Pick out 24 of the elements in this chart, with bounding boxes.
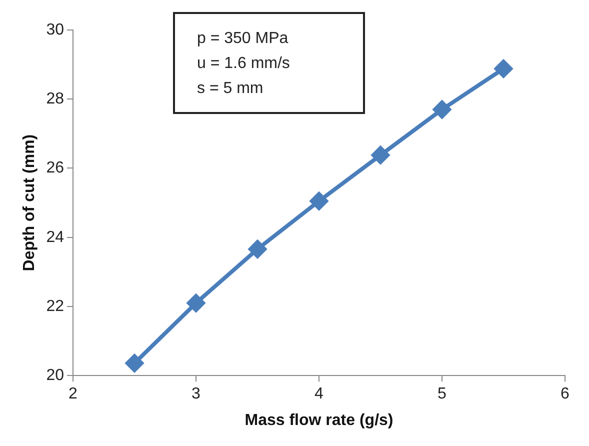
y-tick-label: 22 [46,298,64,315]
point [433,100,451,118]
note-box: p = 350 MPa u = 1.6 mm/s s = 5 mm [173,12,365,114]
annotation: p = 350 MPa [197,29,290,49]
y-tick-label: 20 [46,367,64,384]
y-tick-label: 30 [46,21,64,38]
x-tick-label: 4 [314,386,324,403]
x-tick-label: 5 [438,386,447,403]
x-tick-label: 3 [192,386,201,403]
y-tick-label: 28 [46,90,64,108]
point [310,192,328,210]
x-tick-label: 6 [560,386,570,403]
annotation: s = 5 mm [197,79,264,99]
y-tick-label: 26 [46,160,64,177]
y-tick-label: 24 [46,228,64,246]
y-axis-title: Depth of cut (mm) [21,134,38,272]
annotation: u = 1.6 mm/s [197,54,291,74]
point [372,146,390,164]
point [248,240,266,258]
point [126,354,144,372]
point [494,60,512,78]
x-axis-title: Mass flow rate (g/s) [244,412,394,429]
x-tick-label: 2 [68,386,78,403]
point [187,294,205,312]
